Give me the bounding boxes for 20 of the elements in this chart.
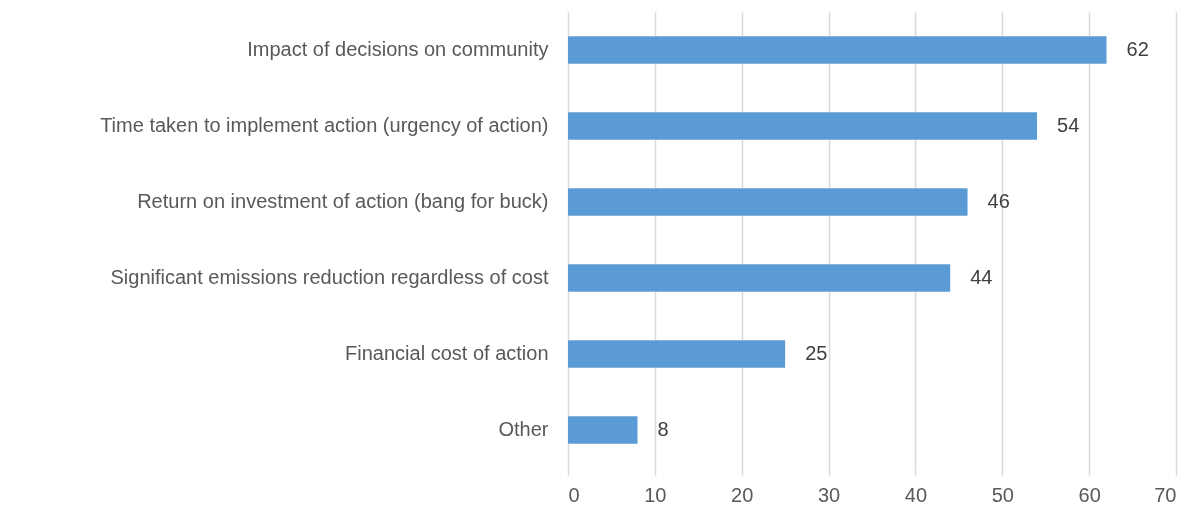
x-tick-label: 60	[1078, 483, 1101, 506]
x-tick-label: 70	[1154, 483, 1177, 506]
y-tick-label: Return on investment of action (bang for buck)	[137, 190, 549, 212]
data-label: 54	[1057, 114, 1080, 136]
x-tick-label: 40	[904, 483, 928, 506]
y-tick-label: Financial cost of action	[345, 342, 549, 364]
data-label: 8	[657, 418, 669, 440]
data-label: 25	[805, 342, 828, 364]
data-label: 62	[1126, 38, 1149, 60]
data-label: 46	[987, 190, 1010, 212]
data-label: 44	[970, 266, 993, 288]
y-tick-label: Other	[498, 418, 549, 440]
x-tick-label: 0	[568, 483, 580, 506]
x-tick-label: 50	[991, 483, 1014, 506]
x-tick-label: 20	[731, 483, 754, 506]
x-tick-label: 10	[644, 483, 667, 506]
y-tick-label: Significant emissions reduction regardless of cost	[110, 266, 549, 288]
y-tick-label: Impact of decisions on community	[247, 38, 549, 60]
x-tick-label: 30	[817, 483, 841, 506]
y-tick-label: Time taken to implement action (urgency of action)	[100, 114, 549, 136]
